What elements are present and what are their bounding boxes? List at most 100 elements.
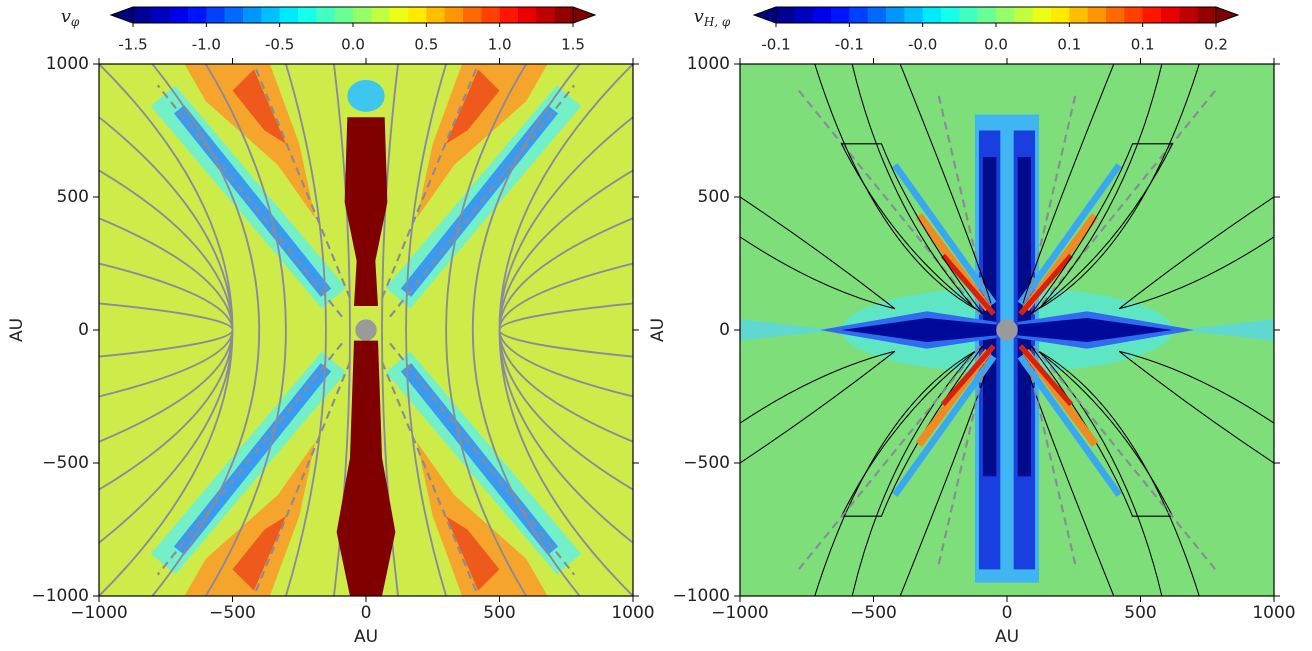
colorbar-tick-label: -0.1 <box>835 36 864 54</box>
x-tick-label: −1000 <box>70 603 128 623</box>
colorbar-segment <box>1161 7 1180 23</box>
colorbar-segment <box>463 7 482 23</box>
colorbar-segment <box>941 7 960 23</box>
x-tick-label: 0 <box>1002 603 1013 623</box>
colorbar-segment <box>554 7 574 23</box>
colorbar-segment <box>353 7 372 23</box>
field-right <box>740 63 1274 596</box>
colorbar-segment <box>169 7 189 23</box>
y-tick-label: −500 <box>42 453 89 473</box>
colorbar-tick-label: 1.5 <box>561 36 585 54</box>
colorbar-segment <box>1069 7 1089 23</box>
field-lines <box>99 63 633 597</box>
colorbar-tick-label: 0.2 <box>1204 36 1228 54</box>
field-patch <box>336 340 396 596</box>
x-tick-label: 1000 <box>1252 603 1295 623</box>
y-tick-label: 1000 <box>46 54 89 74</box>
colorbar-segment <box>996 7 1015 23</box>
colorbar-segment <box>499 7 519 23</box>
y-tick-label: −1000 <box>672 586 730 606</box>
x-axis-label: AU <box>354 627 378 647</box>
colorbar-tick-label: 0.0 <box>341 36 365 54</box>
colorbar-label-sub: H, φ <box>703 15 731 29</box>
colorbar-segment <box>426 7 446 23</box>
colorbar-segment <box>518 7 537 23</box>
x-axis-label: AU <box>995 627 1019 647</box>
colorbar-segment <box>444 7 464 23</box>
colorbar-label: vH, φ <box>694 6 731 29</box>
x-tick-label: 500 <box>1124 603 1156 623</box>
colorbar-label-sub: φ <box>71 15 80 29</box>
y-axis-label: AU <box>648 318 668 342</box>
colorbar-segment <box>904 7 924 23</box>
colorbar-segment <box>1032 7 1052 23</box>
field-patch <box>982 157 997 477</box>
y-tick-label: 0 <box>78 320 89 340</box>
field-patch <box>347 79 385 112</box>
colorbar-segment <box>298 7 317 23</box>
colorbar-tick-label: -1.0 <box>192 36 221 54</box>
colorbar-tick-label: 0.1 <box>1057 36 1081 54</box>
colorbar-segment <box>849 7 869 23</box>
x-tick-label: −500 <box>209 603 256 623</box>
colorbar-segment <box>224 7 244 23</box>
colorbar-segment <box>867 7 887 23</box>
colorbar-segment <box>812 7 832 23</box>
colorbar-segment <box>536 7 556 23</box>
colorbar-tick-label: -0.5 <box>265 36 294 54</box>
y-tick-label: −1000 <box>31 586 89 606</box>
colorbar-extend <box>752 6 777 24</box>
colorbar-segment <box>922 7 942 23</box>
y-tick-label: 500 <box>698 187 730 207</box>
colorbar-extend <box>109 6 134 24</box>
colorbar-segment <box>261 7 281 23</box>
colorbar-tick-label: -1.5 <box>118 36 147 54</box>
field-left <box>99 63 633 597</box>
field-patch <box>344 117 388 307</box>
colorbar-tick-label: 1.0 <box>488 36 512 54</box>
y-tick-label: 1000 <box>687 54 730 74</box>
y-axis-label: AU <box>7 318 27 342</box>
colorbar-segment <box>959 7 979 23</box>
colorbar-segment <box>794 7 814 23</box>
colorbar-label: vφ <box>61 6 80 29</box>
colorbar-label-main: v <box>61 6 71 27</box>
x-tick-label: 0 <box>361 603 372 623</box>
colorbar-segment <box>1106 7 1125 23</box>
field-patch <box>355 319 377 341</box>
colorbar-segment <box>1087 7 1107 23</box>
x-tick-label: −1000 <box>711 603 769 623</box>
colorbar-label-main: v <box>694 6 704 27</box>
x-tick-label: −500 <box>850 603 897 623</box>
y-tick-label: 500 <box>57 187 89 207</box>
colorbar-segment <box>334 7 354 23</box>
colorbar-segment <box>133 7 152 23</box>
colorbar-extend <box>572 6 597 24</box>
colorbar-segment <box>188 7 207 23</box>
colorbar-segment <box>1014 7 1034 23</box>
colorbar-segment <box>776 7 795 23</box>
colorbar-segment <box>1142 7 1162 23</box>
x-tick-label: 500 <box>483 603 515 623</box>
colorbar-segment <box>206 7 226 23</box>
colorbar-segment <box>316 7 336 23</box>
colorbar-tick-label: 0.5 <box>414 36 438 54</box>
colorbar-segment <box>831 7 850 23</box>
colorbar-segment <box>389 7 409 23</box>
colorbar-tick-label: -0.0 <box>908 36 937 54</box>
colorbar-segment <box>1179 7 1199 23</box>
colorbar-segment <box>1124 7 1144 23</box>
y-tick-label: −500 <box>683 453 730 473</box>
y-tick-label: 0 <box>719 320 730 340</box>
colorbar-segment <box>279 7 299 23</box>
colorbar-segment <box>371 7 391 23</box>
colorbar-segment <box>886 7 905 23</box>
colorbar-segment <box>243 7 262 23</box>
field-patch <box>996 319 1018 341</box>
colorbar-segment <box>977 7 997 23</box>
colorbar-segment <box>408 7 427 23</box>
colorbar-segment <box>151 7 171 23</box>
x-tick-label: 1000 <box>611 603 654 623</box>
colorbar-tick-label: 0.1 <box>1131 36 1155 54</box>
